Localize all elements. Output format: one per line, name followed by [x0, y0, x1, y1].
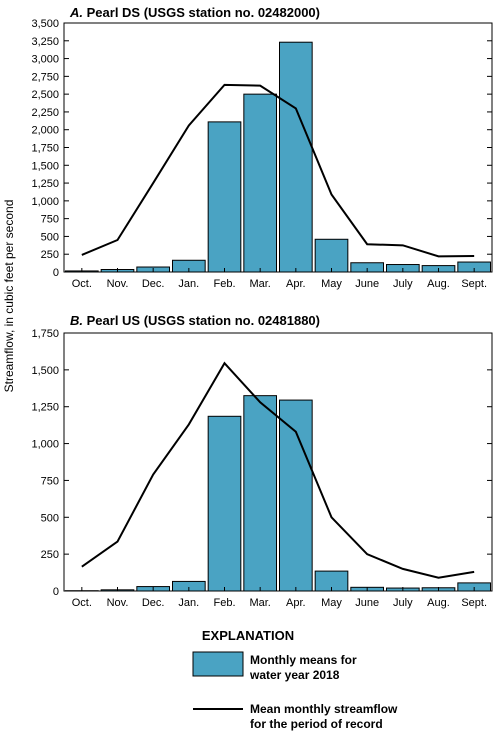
panel-a: A. Pearl DS (USGS station no. 02482000) …	[31, 5, 493, 290]
panel-a-x-tick-label: Feb.	[213, 278, 235, 290]
panel-b-y-tick-label: 250	[41, 549, 59, 561]
panel-a-x-tick-label: Oct.	[72, 278, 92, 290]
panel-b-title: B. Pearl US (USGS station no. 02481880)	[70, 313, 320, 328]
legend-line-label-line2: for the period of record	[250, 717, 383, 731]
panel-a-y-tick-label: 3,250	[31, 36, 59, 48]
panel-a-bars	[65, 41, 492, 273]
panel-b-bar-6	[243, 395, 277, 592]
panel-b-y-tick-label: 500	[41, 512, 59, 524]
panel-a-period-of-record-line	[81, 83, 475, 258]
panel-b-bar-7	[279, 399, 313, 592]
panel-a-y-tick-label: 500	[41, 231, 59, 243]
panel-a-period-line	[81, 83, 475, 258]
explanation-legend: EXPLANATION Monthly means for water year…	[192, 628, 398, 731]
panel-a-x-tick-label: Dec.	[142, 278, 165, 290]
panel-a-x-tick-label: May	[321, 278, 342, 290]
panel-b-x-tick-label: Apr.	[286, 597, 306, 609]
panel-a-bar-6	[243, 93, 277, 273]
panel-a-y-tick-label: 1,000	[31, 196, 59, 208]
panel-a-title-text: Pearl DS (USGS station no. 02482000)	[87, 5, 320, 20]
panel-b-bars	[65, 395, 492, 592]
panel-a-y-tick-label: 3,000	[31, 54, 59, 66]
panel-a-y-tick-label: 2,750	[31, 71, 59, 83]
panel-b-x-tick-label: Jan.	[178, 597, 199, 609]
panel-a-y-tick-label: 750	[41, 214, 59, 226]
panel-a-y-tick-label: 1,250	[31, 178, 59, 190]
panel-a-x-axis: Oct. Nov. Dec. Jan. Feb. Mar. Apr. May June July A…	[72, 268, 487, 290]
panel-a-y-tick-label: 0	[53, 267, 59, 279]
panel-a-y-tick-label: 2,000	[31, 125, 59, 137]
panel-b-bar-5	[207, 415, 242, 592]
panel-a-x-tick-label: Nov.	[107, 278, 129, 290]
panel-b-y-tick-label: 750	[41, 475, 59, 487]
panel-a-y-tick-label: 250	[41, 249, 59, 261]
panel-a-letter: A.	[69, 5, 83, 20]
panel-b-x-tick-label: Oct.	[72, 597, 92, 609]
panel-b-y-tick-label: 1,250	[31, 402, 59, 414]
panel-b-y-tick-label: 1,500	[31, 365, 59, 377]
panel-b-period-of-record-line	[81, 361, 475, 579]
panel-b-x-tick-label: June	[355, 597, 379, 609]
panel-b-y-axis: 0 250 500 750 1,000 1,250 1,500 1,750	[31, 328, 492, 598]
panel-a-y-tick-label: 3,500	[31, 18, 59, 30]
panel-b-x-tick-label: May	[321, 597, 342, 609]
panel-a-plot-frame	[63, 22, 493, 273]
panel-b-y-tick-label: 1,000	[31, 439, 59, 451]
panel-a-y-tick-label: 1,500	[31, 160, 59, 172]
panel-b-x-tick-label: Feb.	[213, 597, 235, 609]
panel-a-title: A. Pearl DS (USGS station no. 02482000)	[69, 5, 320, 20]
panel-b-x-tick-label: Aug.	[427, 597, 450, 609]
panel-b-x-tick-label: Mar.	[249, 597, 270, 609]
panel-a-x-tick-label: Aug.	[427, 278, 450, 290]
panel-b: B. Pearl US (USGS station no. 02481880) …	[31, 313, 493, 609]
panel-b-title-text: Pearl US (USGS station no. 02481880)	[87, 313, 320, 328]
panel-a-y-axis: 0 250 500 750 1,000 1,250 1,500 1,750 2,000 2,250…	[31, 18, 492, 279]
panel-b-period-line	[81, 361, 475, 579]
panel-a-x-tick-label: Sept.	[461, 278, 487, 290]
panel-a-x-tick-label: Mar.	[249, 278, 270, 290]
panel-b-y-tick-label: 0	[53, 586, 59, 598]
legend-bar-swatch	[192, 651, 244, 677]
panel-a-y-tick-label: 2,250	[31, 107, 59, 119]
panel-b-x-tick-label: Sept.	[461, 597, 487, 609]
panel-b-x-axis: Oct. Nov. Dec. Jan. Feb. Mar. Apr. May June July A…	[72, 587, 487, 609]
panel-a-x-tick-label: June	[355, 278, 379, 290]
panel-a-bar-8	[314, 238, 349, 273]
panel-a-y-tick-label: 2,500	[31, 89, 59, 101]
legend-line-label-line1: Mean monthly streamflow	[250, 702, 398, 716]
explanation-heading: EXPLANATION	[202, 628, 294, 643]
panel-a-y-tick-label: 1,750	[31, 143, 59, 155]
panel-a-x-tick-label: July	[393, 278, 413, 290]
legend-bar-label-line1: Monthly means for	[250, 653, 357, 667]
legend-bar-label-line2: water year 2018	[249, 668, 340, 682]
panel-b-plot-frame	[63, 332, 493, 592]
panel-b-y-tick-label: 1,750	[31, 328, 59, 340]
panel-b-x-tick-label: Nov.	[107, 597, 129, 609]
panel-b-letter: B.	[70, 313, 83, 328]
panel-a-bar-7	[279, 41, 313, 273]
panel-a-x-tick-label: Jan.	[178, 278, 199, 290]
panel-b-x-tick-label: July	[393, 597, 413, 609]
y-axis-label: Streamflow, in cubic feet per second	[2, 200, 16, 393]
panel-b-x-tick-label: Dec.	[142, 597, 165, 609]
panel-a-bar-5	[207, 121, 242, 273]
panel-a-x-tick-label: Apr.	[286, 278, 306, 290]
